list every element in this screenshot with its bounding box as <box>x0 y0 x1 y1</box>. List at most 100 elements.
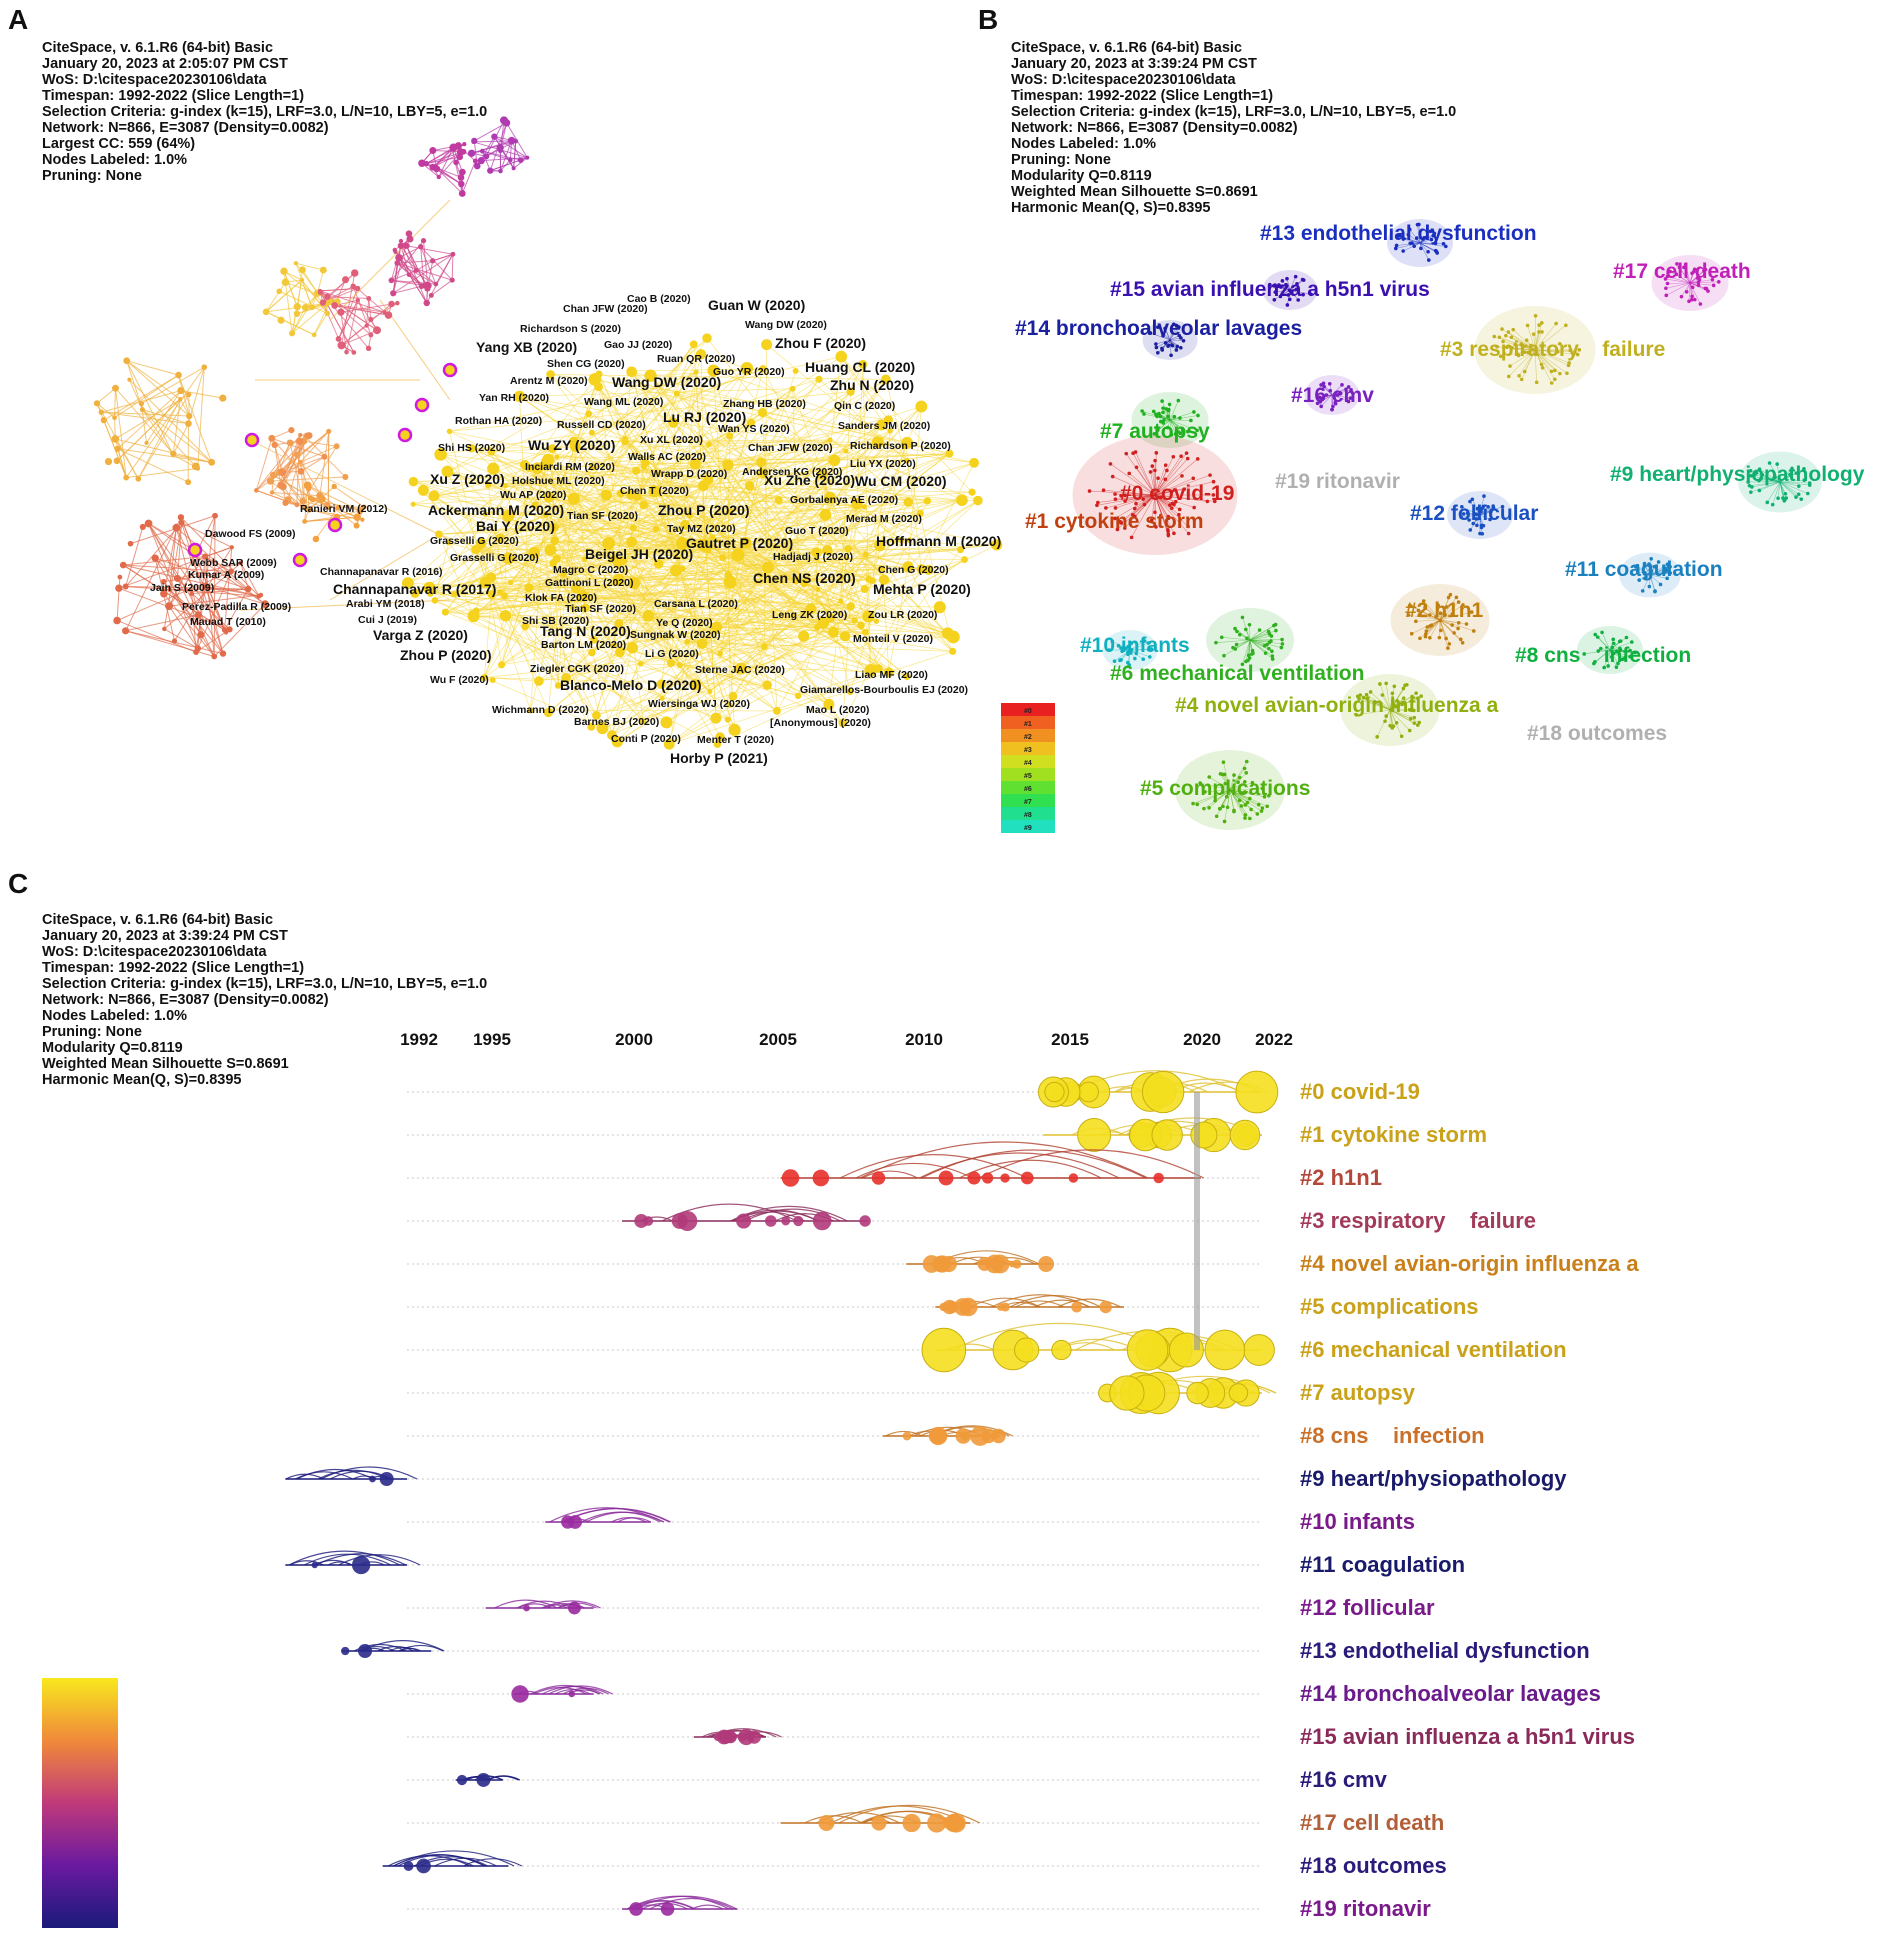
node <box>1245 800 1250 805</box>
edge <box>822 506 865 624</box>
node <box>745 481 755 491</box>
node <box>123 474 130 481</box>
timeline-cluster-label: #3 respiratory failure <box>1300 1208 1536 1233</box>
legend-swatch <box>1001 729 1055 742</box>
edge <box>180 517 225 631</box>
timeline-node <box>933 1255 951 1273</box>
edge <box>240 562 260 597</box>
edge <box>440 453 704 487</box>
node <box>1464 622 1469 626</box>
edge <box>1154 419 1171 435</box>
node <box>1134 465 1139 470</box>
node <box>1468 499 1472 504</box>
edge <box>1609 649 1636 653</box>
edge <box>1639 574 1651 581</box>
node <box>496 589 504 596</box>
edge <box>1389 686 1395 711</box>
node <box>1438 611 1443 616</box>
node-label: Leng ZK (2020) <box>772 609 847 621</box>
node <box>127 377 132 382</box>
edge <box>270 480 305 508</box>
node <box>326 298 334 306</box>
node <box>1192 505 1196 510</box>
node <box>446 428 453 435</box>
node <box>864 663 878 677</box>
node-label: Liu YX (2020) <box>850 458 916 470</box>
edge <box>632 370 800 580</box>
edge <box>1169 419 1176 435</box>
timeline-node <box>523 1604 530 1612</box>
node <box>1407 227 1412 232</box>
node <box>266 477 275 485</box>
node <box>731 548 745 562</box>
node <box>473 162 481 170</box>
edge <box>1229 789 1246 819</box>
edge <box>501 373 600 665</box>
cluster-label: #16 cmv <box>1291 384 1374 407</box>
edge <box>1408 234 1421 244</box>
node <box>843 448 849 454</box>
timeline-node <box>1186 1381 1209 1405</box>
edge <box>168 515 216 607</box>
node <box>1173 432 1178 436</box>
edge <box>1666 282 1691 296</box>
node <box>1195 457 1200 461</box>
node <box>1628 648 1632 653</box>
node-label: Kumar A (2009) <box>188 569 264 581</box>
edge <box>849 579 885 692</box>
year-tick: 2022 <box>1255 1030 1293 1049</box>
node <box>281 278 290 286</box>
edge <box>101 411 189 425</box>
edge <box>885 379 950 632</box>
node-label: Wang DW (2020) <box>612 374 721 390</box>
node <box>139 523 146 530</box>
node <box>1410 241 1414 245</box>
edge <box>490 461 762 578</box>
node <box>861 504 867 510</box>
node <box>719 554 727 562</box>
legend-swatch <box>1001 703 1055 716</box>
node <box>614 619 624 629</box>
node <box>1517 374 1521 378</box>
node <box>873 618 879 624</box>
edge <box>126 360 179 376</box>
cluster-label: #8 cns infection <box>1515 644 1691 667</box>
node-label: Chan JFW (2020) <box>563 303 648 315</box>
edge <box>1154 494 1169 517</box>
node <box>1124 451 1129 456</box>
node <box>1181 339 1186 343</box>
node <box>923 565 934 575</box>
node-label: Ruan QR (2020) <box>657 353 735 365</box>
node <box>394 260 401 266</box>
timeline-node <box>416 1858 431 1874</box>
edge <box>1534 331 1540 351</box>
edge <box>1227 789 1231 808</box>
edge <box>1229 772 1247 791</box>
node <box>1409 604 1413 608</box>
node <box>1406 613 1411 617</box>
node <box>308 304 315 311</box>
edge <box>1534 349 1570 364</box>
edge <box>679 406 922 666</box>
node <box>472 158 478 164</box>
node <box>846 688 854 696</box>
node <box>659 695 665 701</box>
edge <box>1357 696 1391 711</box>
legend-label: #4 <box>1024 760 1032 767</box>
node-label: Guo YR (2020) <box>713 366 785 378</box>
edge <box>1249 630 1277 641</box>
node <box>1179 454 1183 459</box>
panel-c-timeline: 1992 1995 2000 2005 2010 2015 2020 2022 #0 covi… <box>42 1030 1639 1928</box>
node <box>1577 348 1582 352</box>
node <box>135 475 142 482</box>
node <box>119 561 127 569</box>
node <box>333 443 340 450</box>
node <box>288 330 296 337</box>
node <box>1129 535 1134 540</box>
node <box>113 457 121 465</box>
node-label: Ye Q (2020) <box>656 617 713 629</box>
node <box>1115 527 1120 532</box>
edge <box>554 540 948 634</box>
timeline-cluster-label: #12 follicular <box>1300 1595 1435 1620</box>
node <box>1154 451 1159 455</box>
